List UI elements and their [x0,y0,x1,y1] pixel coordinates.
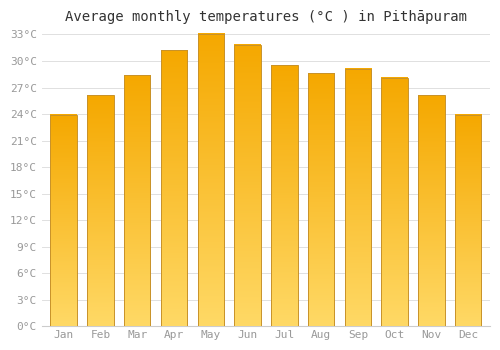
Bar [344,69,371,326]
Bar [271,65,297,326]
Bar [234,45,261,326]
Bar [124,75,150,326]
Bar [455,115,481,326]
Bar [382,78,408,326]
Bar [87,96,114,326]
Bar [160,50,187,326]
Bar [198,34,224,326]
Bar [418,96,444,326]
Bar [308,74,334,326]
Bar [50,115,77,326]
Title: Average monthly temperatures (°C ) in Pithāpuram: Average monthly temperatures (°C ) in Pi… [65,10,467,24]
